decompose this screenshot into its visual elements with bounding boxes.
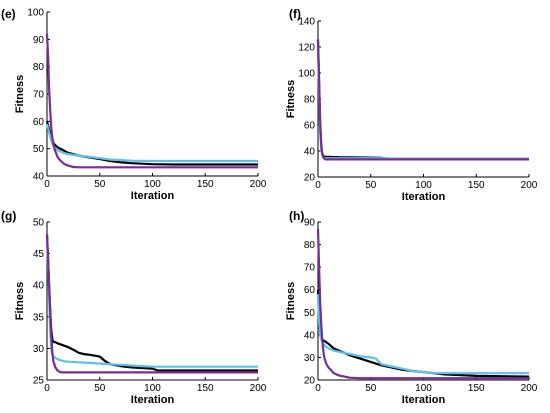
x-tick-label: 100 bbox=[415, 180, 432, 191]
series-line-0 bbox=[316, 289, 530, 378]
y-tick-label: 40 bbox=[33, 281, 45, 292]
x-tick-label: 0 bbox=[44, 383, 50, 394]
y-tick-label: 90 bbox=[33, 35, 45, 46]
y-tick-label: 40 bbox=[304, 330, 316, 341]
series-line-0 bbox=[45, 234, 258, 372]
y-tick-label: 50 bbox=[33, 218, 45, 229]
y-tick-label: 80 bbox=[304, 240, 316, 251]
x-tick-label: 0 bbox=[315, 383, 321, 394]
series-line-0 bbox=[316, 40, 529, 160]
y-tick-label: 50 bbox=[304, 308, 316, 319]
panel-label: (g) bbox=[1, 209, 16, 223]
x-axis-label: Iteration bbox=[402, 394, 446, 406]
y-tick-label: 40 bbox=[33, 172, 45, 183]
x-tick-label: 150 bbox=[197, 383, 214, 394]
series-line-2 bbox=[45, 33, 258, 169]
x-axis-label: Iteration bbox=[402, 191, 446, 203]
x-tick-label: 50 bbox=[365, 180, 377, 191]
x-tick-label: 150 bbox=[197, 179, 214, 190]
y-tick-label: 35 bbox=[33, 312, 45, 323]
y-axis-label: Fitness bbox=[14, 75, 26, 114]
panel-2: (g) 25 30 35 40 45 50 0 50 100 150 200 Iteration Fitn… bbox=[1, 209, 267, 406]
panel-label: (h) bbox=[289, 209, 304, 223]
y-tick-label: 30 bbox=[33, 344, 45, 355]
panel-label: (e) bbox=[1, 7, 16, 21]
series-line-2 bbox=[45, 234, 258, 374]
y-tick-label: 90 bbox=[304, 218, 316, 229]
series-line-1 bbox=[316, 294, 529, 375]
series-line-1 bbox=[45, 123, 258, 163]
y-tick-label: 100 bbox=[298, 69, 315, 80]
y-tick-label: 70 bbox=[33, 90, 45, 101]
y-tick-label: 20 bbox=[304, 376, 316, 387]
y-tick-label: 25 bbox=[33, 376, 45, 387]
x-tick-label: 100 bbox=[144, 179, 161, 190]
y-tick-label: 140 bbox=[298, 17, 315, 28]
y-tick-label: 60 bbox=[304, 121, 316, 132]
x-tick-label: 150 bbox=[468, 383, 485, 394]
x-tick-label: 200 bbox=[521, 180, 538, 191]
y-tick-label: 60 bbox=[33, 117, 45, 128]
x-tick-label: 100 bbox=[144, 383, 161, 394]
x-tick-label: 150 bbox=[468, 180, 485, 191]
series-line-0 bbox=[45, 121, 258, 166]
series-line-2 bbox=[316, 39, 529, 161]
x-axis-label: Iteration bbox=[131, 394, 175, 406]
x-tick-label: 200 bbox=[250, 383, 267, 394]
x-tick-label: 0 bbox=[315, 180, 321, 191]
y-tick-label: 50 bbox=[33, 144, 45, 155]
y-axis-label: Fitness bbox=[14, 282, 26, 321]
y-tick-label: 45 bbox=[33, 249, 45, 260]
series-line-2 bbox=[316, 228, 529, 380]
panel-3: (h) 20 30 40 50 60 70 80 90 0 50 100 150 200 Iteration… bbox=[285, 209, 538, 406]
series-line-1 bbox=[45, 237, 258, 368]
x-axis-label: Iteration bbox=[131, 190, 175, 202]
panel-1: (f) 20 40 60 80 100 120 140 0 50 100 150 200 Iteratio… bbox=[285, 7, 538, 203]
y-axis-label: Fitness bbox=[285, 282, 297, 321]
y-tick-label: 100 bbox=[27, 8, 44, 19]
x-tick-label: 0 bbox=[44, 179, 50, 190]
y-tick-label: 70 bbox=[304, 263, 316, 274]
y-tick-label: 80 bbox=[33, 62, 45, 73]
x-tick-label: 50 bbox=[94, 179, 106, 190]
y-tick-label: 40 bbox=[304, 147, 316, 158]
panel-0: (e) 40 50 60 70 80 90 100 0 50 100 150 200 Iteration F… bbox=[1, 7, 267, 202]
x-tick-label: 200 bbox=[521, 383, 538, 394]
y-tick-label: 120 bbox=[298, 43, 315, 54]
x-tick-label: 50 bbox=[365, 383, 377, 394]
x-tick-label: 200 bbox=[250, 179, 267, 190]
y-tick-label: 60 bbox=[304, 285, 316, 296]
x-tick-label: 50 bbox=[94, 383, 106, 394]
x-tick-label: 100 bbox=[415, 383, 432, 394]
y-tick-label: 30 bbox=[304, 353, 316, 364]
panel-label: (f) bbox=[289, 7, 301, 21]
series-line-1 bbox=[316, 44, 529, 160]
y-tick-label: 80 bbox=[304, 95, 316, 106]
y-axis-label: Fitness bbox=[285, 80, 297, 119]
y-tick-label: 20 bbox=[304, 173, 316, 184]
